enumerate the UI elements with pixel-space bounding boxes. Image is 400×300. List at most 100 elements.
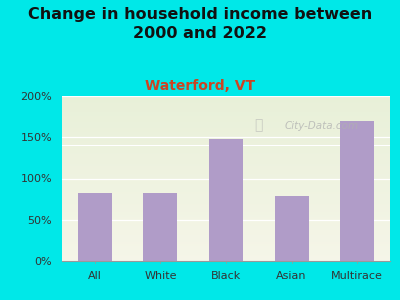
Bar	[62, 196, 390, 197]
Bar	[62, 229, 390, 230]
Bar	[62, 256, 390, 257]
Bar	[62, 240, 390, 241]
Bar	[62, 163, 390, 164]
Bar	[62, 124, 390, 125]
Bar	[62, 175, 390, 176]
Bar	[62, 258, 390, 259]
Bar	[62, 154, 390, 155]
Bar	[62, 148, 390, 149]
Bar	[62, 118, 390, 119]
Bar	[62, 181, 390, 182]
Bar	[62, 169, 390, 170]
Bar	[62, 136, 390, 137]
Bar	[62, 155, 390, 156]
Bar	[62, 215, 390, 216]
Bar	[62, 195, 390, 196]
Bar	[62, 98, 390, 99]
Text: City-Data.com: City-Data.com	[285, 121, 359, 131]
Bar	[62, 128, 390, 129]
Bar	[62, 243, 390, 244]
Bar	[62, 106, 390, 107]
Bar	[62, 200, 390, 201]
Bar	[62, 127, 390, 128]
Bar	[62, 248, 390, 249]
Bar	[62, 113, 390, 114]
Bar	[62, 174, 390, 175]
Bar	[62, 140, 390, 141]
Bar	[62, 249, 390, 250]
Bar	[62, 97, 390, 98]
Bar	[62, 208, 390, 209]
Bar	[62, 197, 390, 198]
Bar	[62, 202, 390, 203]
Bar	[62, 173, 390, 174]
Bar	[62, 204, 390, 205]
Bar	[62, 234, 390, 235]
Bar	[62, 193, 390, 194]
Bar	[62, 166, 390, 167]
Bar	[62, 157, 390, 158]
Bar	[62, 253, 390, 254]
Bar	[62, 224, 390, 225]
Bar	[62, 233, 390, 234]
Bar	[62, 255, 390, 256]
Bar	[62, 143, 390, 144]
Bar	[62, 232, 390, 233]
Bar	[62, 125, 390, 126]
Bar	[62, 237, 390, 238]
Bar	[62, 222, 390, 223]
Bar	[62, 167, 390, 168]
Bar	[62, 156, 390, 157]
Bar	[62, 218, 390, 219]
Bar	[62, 220, 390, 221]
Bar	[143, 193, 178, 261]
Bar	[62, 169, 390, 170]
Bar	[62, 111, 390, 112]
Bar	[62, 214, 390, 215]
Bar	[62, 231, 390, 232]
Bar	[62, 257, 390, 258]
Bar	[62, 202, 390, 203]
Bar	[62, 147, 390, 148]
Bar	[62, 160, 390, 161]
Bar	[62, 122, 390, 123]
Bar	[62, 144, 390, 145]
Bar	[62, 251, 390, 252]
Bar	[62, 186, 390, 187]
Bar	[62, 132, 390, 133]
Bar	[62, 102, 390, 103]
Bar	[62, 201, 390, 202]
Bar	[340, 121, 374, 261]
Bar	[62, 246, 390, 247]
Bar	[62, 126, 390, 127]
Bar	[62, 206, 390, 207]
Bar	[62, 108, 390, 109]
Bar	[62, 221, 390, 222]
Bar	[62, 149, 390, 150]
Bar	[62, 189, 390, 190]
Bar	[62, 230, 390, 231]
Bar	[62, 115, 390, 116]
Text: Waterford, VT: Waterford, VT	[145, 80, 255, 94]
Bar	[209, 139, 243, 261]
Bar	[62, 191, 390, 192]
Bar	[62, 244, 390, 245]
Bar	[62, 236, 390, 237]
Bar	[62, 185, 390, 186]
Bar	[62, 99, 390, 100]
Bar	[62, 239, 390, 240]
Bar	[62, 205, 390, 206]
Bar	[62, 100, 390, 101]
Bar	[62, 165, 390, 166]
Bar	[62, 96, 390, 97]
Bar	[62, 131, 390, 132]
Bar	[62, 177, 390, 178]
Bar	[62, 150, 390, 151]
Bar	[62, 164, 390, 165]
Bar	[62, 121, 390, 122]
Bar	[62, 138, 390, 139]
Bar	[62, 159, 390, 160]
Bar	[62, 238, 390, 239]
Bar	[62, 109, 390, 110]
Bar	[62, 190, 390, 191]
